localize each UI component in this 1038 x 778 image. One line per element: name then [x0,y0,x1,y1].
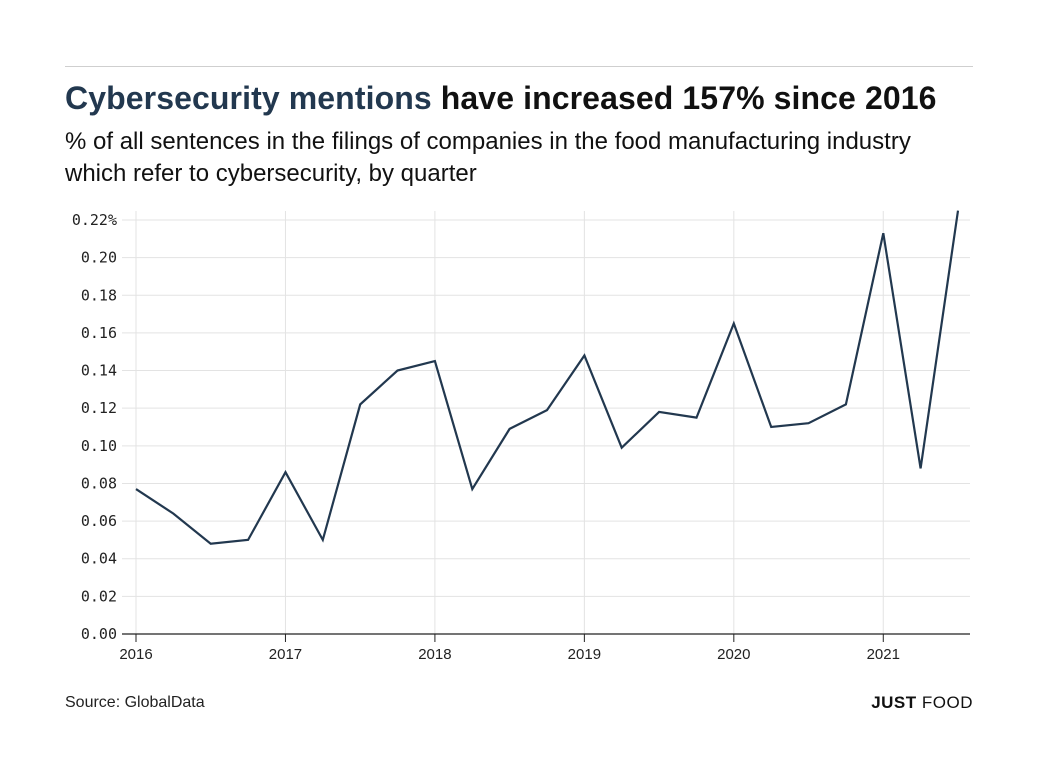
x-tick-label: 2017 [269,646,302,663]
y-tick-label: 0.14 [81,362,117,380]
y-tick-label: 0.22% [72,211,117,229]
y-tick-label: 0.00 [81,625,117,643]
y-tick-label: 0.16 [81,324,117,342]
x-tick-label: 2019 [568,646,601,663]
brand-logo-light: FOOD [916,693,973,712]
y-tick-label: 0.06 [81,512,117,530]
chart-subtitle: % of all sentences in the filings of com… [65,128,911,187]
y-tick-label: 0.08 [81,474,117,492]
x-tick-label: 2018 [418,646,451,663]
series-line [135,210,960,545]
y-tick-label: 0.10 [81,437,117,455]
page-title: Cybersecurity mentions have increased 15… [65,80,937,117]
brand-logo-bold: JUST [871,693,917,712]
top-rule [65,66,973,67]
x-tick-label: 2021 [867,646,900,663]
x-tick-label: 2016 [119,646,152,663]
brand-logo: JUST FOOD [871,693,973,713]
y-tick-label: 0.12 [81,399,117,417]
y-tick-label: 0.02 [81,587,117,605]
title-highlight: Cybersecurity mentions [65,80,432,116]
source-note: Source: GlobalData [65,694,205,711]
y-tick-label: 0.04 [81,550,117,568]
y-tick-label: 0.18 [81,286,117,304]
y-tick-label: 0.20 [81,249,117,267]
x-tick-label: 2020 [717,646,750,663]
title-rest: have increased 157% since 2016 [431,80,937,116]
